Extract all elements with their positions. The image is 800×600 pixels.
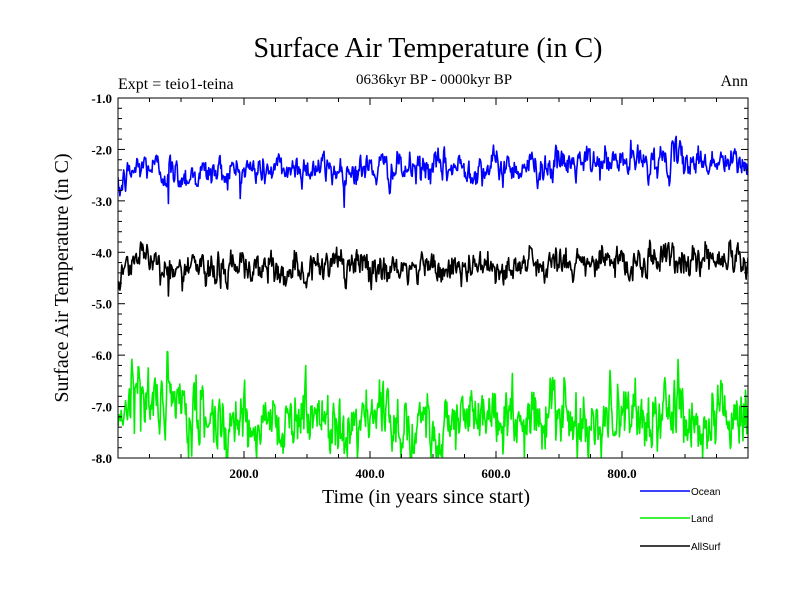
y-tick-label: -1.0 <box>91 91 112 106</box>
x-tick-label: 600.0 <box>481 466 510 481</box>
y-tick-label: -6.0 <box>91 348 112 363</box>
series-line-land <box>118 350 748 458</box>
series-line-allsurf <box>118 239 748 297</box>
y-tick-label: -7.0 <box>91 400 112 415</box>
chart-title: Surface Air Temperature (in C) <box>254 33 603 64</box>
y-axis: -8.0 -7.0 -6.0 -5.0 -4.0 -3.0 -2.0 -1.0 <box>91 91 748 466</box>
experiment-label: Expt = teio1-teina <box>118 76 234 93</box>
y-tick-label: -3.0 <box>91 194 112 209</box>
legend: Ocean Land AllSurf <box>640 487 721 553</box>
y-tick-label: -4.0 <box>91 245 112 260</box>
y-axis-label: Surface Air Temperature (in C) <box>51 153 73 402</box>
x-axis: 200.0 400.0 600.0 800.0 <box>149 98 717 481</box>
series-line-ocean <box>118 135 748 209</box>
y-tick-label: -5.0 <box>91 297 112 312</box>
y-tick-label: -2.0 <box>91 142 112 157</box>
legend-label-land: Land <box>691 514 713 525</box>
legend-label-ocean: Ocean <box>691 487 720 498</box>
y-tick-label: -8.0 <box>91 451 112 466</box>
x-tick-label: 800.0 <box>607 466 636 481</box>
chart-subtitle: 0636kyr BP - 0000kyr BP <box>356 72 512 88</box>
x-axis-label: Time (in years since start) <box>322 486 530 508</box>
x-tick-label: 200.0 <box>229 466 258 481</box>
season-label: Ann <box>720 73 748 90</box>
x-tick-label: 400.0 <box>355 466 384 481</box>
legend-label-allsurf: AllSurf <box>691 542 721 553</box>
